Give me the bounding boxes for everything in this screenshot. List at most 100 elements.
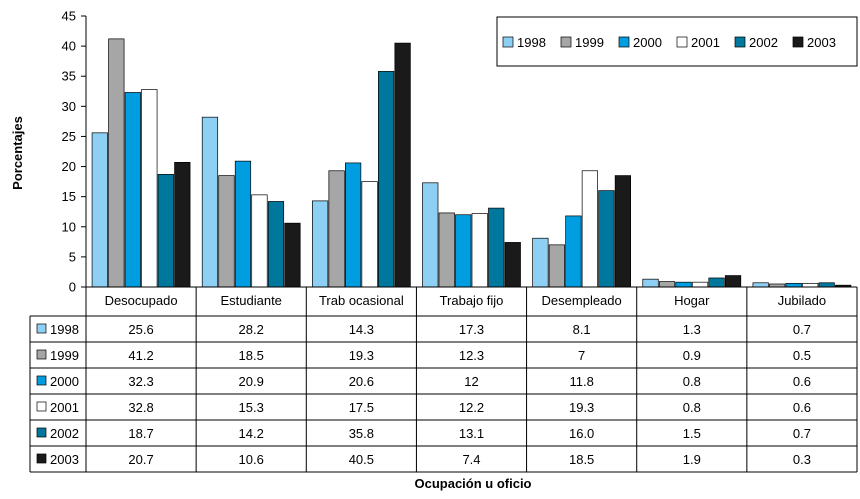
table-cell: 7	[578, 348, 585, 363]
y-axis-label: Porcentajes	[10, 116, 25, 190]
table-cell: 35.8	[349, 426, 374, 441]
table-legend-swatch	[36, 453, 47, 464]
y-tick-label: 40	[62, 39, 76, 54]
bar	[201, 116, 219, 288]
table-cell: 0.9	[683, 348, 701, 363]
bar	[361, 181, 378, 288]
x-axis-label: Ocupación u oficio	[414, 476, 531, 491]
table-legend-swatch	[36, 427, 47, 438]
table-cell: 10.6	[239, 452, 264, 467]
bar	[818, 282, 835, 288]
bar	[598, 190, 615, 288]
legend-label: 2002	[749, 35, 778, 50]
table-cell: 8.1	[573, 322, 591, 337]
table-cell: 0.7	[793, 322, 811, 337]
legend-label: 2000	[633, 35, 662, 50]
legend-label: 2003	[807, 35, 836, 50]
bar	[708, 277, 725, 288]
table-cell: 19.3	[349, 348, 374, 363]
bar	[312, 200, 329, 288]
bar	[532, 237, 549, 288]
bar	[488, 207, 505, 288]
bar	[438, 212, 455, 288]
table-cell: 12	[464, 374, 478, 389]
legend-swatch	[560, 36, 572, 48]
bar	[234, 160, 252, 288]
table-cell: 40.5	[349, 452, 374, 467]
y-tick-label: 0	[69, 280, 76, 295]
table-cell: 20.9	[239, 374, 264, 389]
table-cell: 1.9	[683, 452, 701, 467]
table-cell: 7.4	[462, 452, 480, 467]
table-cell: 1.3	[683, 322, 701, 337]
y-tick-label: 5	[69, 249, 76, 264]
category-label: Desocupado	[105, 293, 178, 308]
bar	[422, 182, 439, 288]
y-tick-label: 10	[62, 219, 76, 234]
table-cell: 19.3	[569, 400, 594, 415]
bar	[565, 215, 582, 288]
y-tick-label: 25	[62, 129, 76, 144]
table-cell: 13.1	[459, 426, 484, 441]
category-label: Desempleado	[542, 293, 622, 308]
table-cell: 1.5	[683, 426, 701, 441]
y-tick-label: 20	[62, 159, 76, 174]
bar	[691, 281, 709, 288]
bar	[328, 170, 345, 288]
table-cell: 28.2	[239, 322, 264, 337]
bar	[724, 275, 742, 288]
table-series-label: 1999	[50, 348, 79, 363]
table-series-label: 1998	[50, 322, 79, 337]
category-label: Trabajo fijo	[440, 293, 504, 308]
bar	[752, 282, 769, 288]
legend-label: 2001	[691, 35, 720, 50]
table-series-label: 2002	[50, 426, 79, 441]
bar	[108, 38, 125, 288]
table-cell: 0.6	[793, 374, 811, 389]
legend: 1998 1999 2000 2001 2002 2003	[496, 16, 858, 67]
table-cell: 15.3	[239, 400, 264, 415]
legend-swatch	[618, 36, 630, 48]
table-cell: 17.5	[349, 400, 374, 415]
table-cell: 0.3	[793, 452, 811, 467]
bar	[642, 278, 659, 288]
table-cell: 20.6	[349, 374, 374, 389]
bar	[91, 132, 108, 288]
table-cell: 11.8	[569, 374, 593, 389]
legend-swatch	[792, 36, 804, 48]
bar	[471, 213, 488, 288]
y-tick-label: 35	[62, 69, 76, 84]
bar	[802, 283, 819, 288]
bar	[345, 162, 362, 288]
table-cell: 18.7	[128, 426, 153, 441]
bar	[157, 174, 174, 288]
bar	[141, 89, 158, 288]
category-label: Hogar	[674, 293, 710, 308]
bar	[218, 175, 235, 288]
bar	[174, 161, 191, 288]
y-tick-label: 45	[62, 9, 76, 24]
table-cell: 0.8	[683, 400, 701, 415]
table-cell: 12.2	[459, 400, 484, 415]
table-cell: 0.7	[793, 426, 811, 441]
bars	[91, 38, 852, 288]
table-legend-swatch	[36, 375, 47, 386]
table-cell: 16.0	[569, 426, 594, 441]
legend-swatch	[676, 36, 688, 48]
category-label: Jubilado	[778, 293, 826, 308]
legend-swatch	[502, 36, 514, 48]
table-cell: 25.6	[128, 322, 153, 337]
table-cell: 12.3	[459, 348, 484, 363]
table-cell: 0.6	[793, 400, 811, 415]
table-cell: 14.2	[239, 426, 264, 441]
bar	[658, 281, 676, 288]
bar	[581, 170, 598, 288]
table-series-label: 2000	[50, 374, 79, 389]
legend-label: 1998	[517, 35, 546, 50]
table-cell: 17.3	[459, 322, 484, 337]
bar	[455, 214, 472, 288]
bar	[675, 281, 692, 288]
y-tick-label: 15	[62, 189, 76, 204]
